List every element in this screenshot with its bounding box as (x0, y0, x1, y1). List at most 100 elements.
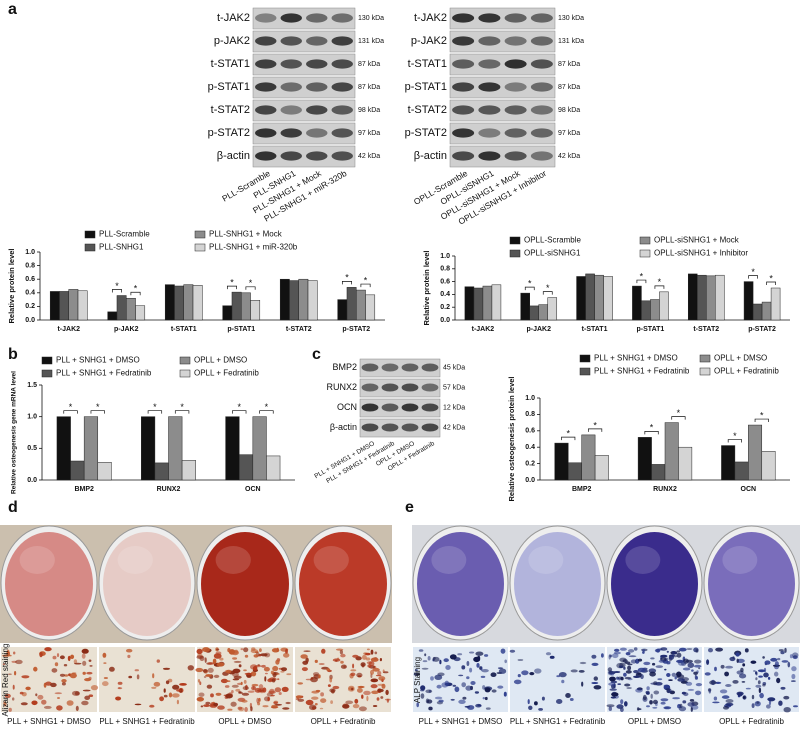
micrograph-spot (216, 662, 225, 667)
legend-label: OPLL-Scramble (524, 236, 581, 245)
micrograph-spot (329, 688, 336, 693)
significance-bracket (671, 416, 686, 420)
legend-label: OPLL + Fedratinib (194, 369, 259, 378)
blot-kda: 97 kDa (558, 130, 580, 137)
micrograph-spot (714, 681, 722, 685)
blot-band (421, 383, 439, 392)
micrograph-spot (480, 675, 486, 679)
micrograph-spot (776, 677, 781, 684)
blot-band (306, 128, 328, 138)
micrograph-spot (225, 680, 231, 682)
micrograph-spot (69, 672, 77, 679)
micrograph-spot (445, 665, 451, 670)
micrograph-spot (569, 698, 574, 701)
micrograph-spot (663, 706, 672, 710)
micrograph-caption: PLL + SNHG1 + Fedratinib (510, 717, 606, 726)
panel-label: d (8, 499, 18, 516)
micrograph-spot (617, 683, 622, 685)
blot-band (530, 105, 553, 115)
micrograph-spot (261, 664, 266, 668)
micrograph-spot (156, 659, 160, 663)
micrograph-spot (556, 675, 561, 678)
blot-band (280, 151, 302, 161)
micrograph-spot (480, 666, 483, 671)
micrograph-spot (231, 690, 234, 694)
micrograph-spot (377, 670, 382, 676)
micrograph-spot (724, 671, 729, 677)
micrograph-spot (380, 696, 384, 699)
blot-kda: 98 kDa (558, 107, 580, 114)
micrograph-spot (709, 680, 717, 685)
bar (576, 276, 586, 321)
micrograph-spot (305, 699, 314, 706)
micrograph-spot (720, 664, 725, 669)
micrograph-spot (770, 657, 778, 662)
micrograph-spot (378, 676, 386, 681)
micrograph-spot (212, 658, 217, 664)
micrograph-spot (793, 705, 798, 708)
micrograph-spot (755, 677, 758, 681)
bar (748, 424, 763, 481)
micrograph-spot (127, 654, 131, 659)
micrograph-spot (374, 651, 378, 655)
micrograph-spot (791, 680, 796, 682)
micrograph-spot (778, 649, 784, 652)
blot-band (452, 151, 475, 161)
y-tick-label: 0.0 (27, 477, 37, 484)
blot-band (361, 363, 379, 372)
micrograph-spot (561, 679, 565, 684)
micrograph-spot (545, 652, 552, 656)
x-tick-label: p-STAT1 (227, 326, 255, 333)
micrograph-spot (676, 674, 685, 679)
micrograph-spot (565, 693, 571, 698)
micrograph-spot (637, 658, 643, 662)
legend-label: PLL + SNHG1 + DMSO (56, 356, 140, 365)
micrograph-spot (227, 708, 233, 711)
micrograph-spot (678, 706, 687, 712)
micrograph-spot (227, 648, 231, 653)
micrograph-spot (207, 667, 214, 673)
micrograph-spot (780, 651, 785, 655)
micrograph-spot (225, 693, 233, 699)
micrograph-spot (90, 685, 99, 691)
legend-swatch (41, 369, 53, 378)
micrograph-spot (366, 661, 373, 665)
bar (154, 462, 169, 481)
micrograph-spot (213, 653, 222, 659)
micrograph-spot (14, 671, 17, 676)
micrograph-spot (366, 695, 369, 702)
blot-band (306, 36, 328, 46)
legend-label: PLL-SNHG1 + Mock (209, 230, 283, 239)
micrograph-spot (721, 695, 730, 699)
micrograph-spot (50, 682, 57, 688)
micrograph-spot (297, 682, 304, 685)
micrograph-spot (481, 669, 489, 673)
micrograph-spot (84, 695, 91, 700)
legend-swatch (84, 243, 96, 252)
blot-row-label: p-JAK2 (411, 35, 447, 47)
micrograph-spot (541, 696, 545, 701)
micrograph-spot (66, 700, 74, 706)
blot-band (306, 82, 328, 92)
blot-band (280, 36, 302, 46)
blot-band (452, 128, 475, 138)
blot-kda: 130 kDa (358, 15, 384, 22)
micrograph-spot (252, 685, 255, 690)
micrograph-spot (375, 674, 382, 677)
micrograph-spot (350, 669, 357, 672)
legend-swatch (579, 367, 591, 376)
micrograph-spot (202, 647, 210, 653)
micrograph-spot (767, 676, 771, 680)
legend-label: PLL + SNHG1 + Fedratinib (56, 369, 152, 378)
micrograph-spot (357, 685, 365, 689)
micrograph-spot (277, 678, 280, 681)
micrograph-spot (25, 686, 31, 691)
micrograph-spot (56, 653, 60, 658)
bar (183, 284, 194, 321)
blot-band (530, 36, 553, 46)
micrograph-spot (627, 665, 632, 671)
bar (664, 422, 679, 481)
micrograph-spot (318, 663, 325, 665)
x-tick-label: t-STAT2 (286, 326, 312, 333)
micrograph-spot (469, 651, 475, 654)
